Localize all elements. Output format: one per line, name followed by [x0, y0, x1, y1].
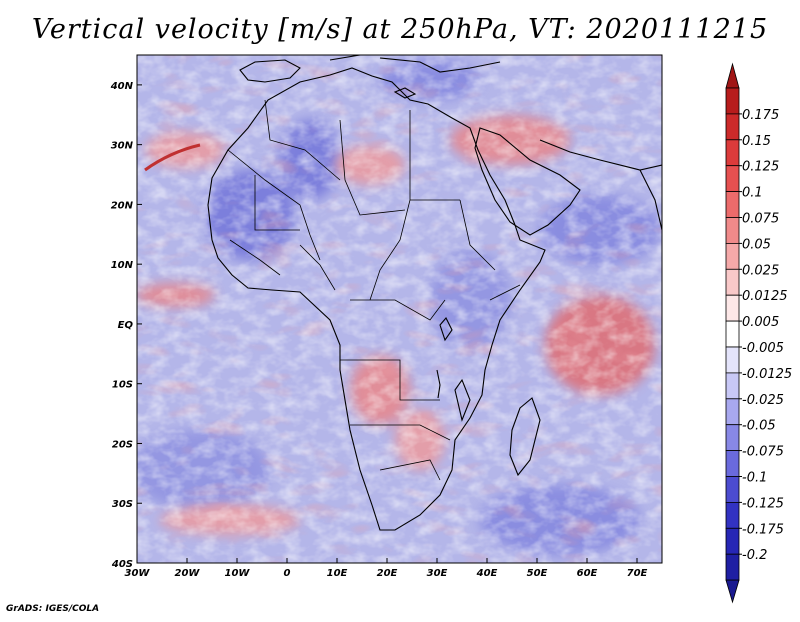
colorbar-segment [725, 113, 740, 141]
colorbar-label: 0.025 [742, 263, 779, 278]
colorbar-label: -0.0125 [742, 367, 792, 382]
lon-tick-label: 10W [225, 568, 251, 579]
colorbar-bottom-arrow [725, 579, 740, 604]
lat-tick-label: 20N [111, 200, 134, 211]
colorbar: 0.175 0.15 0.125 0.1 0.075 0.05 0.025 0.0125 0.0… [725, 62, 792, 604]
colorbar-segment [725, 217, 740, 244]
lat-tick-label: 40N [110, 81, 134, 92]
colorbar-label: 0.05 [742, 237, 771, 252]
lat-tick-label: EQ [118, 320, 134, 331]
coastlines [207, 55, 662, 531]
colorbar-label: 0.0125 [742, 289, 788, 304]
colorbar-label: -0.175 [742, 522, 784, 537]
lat-tick-label: 20S [112, 439, 133, 450]
colorbar-segment [725, 294, 740, 322]
colorbar-label: 0.075 [742, 212, 779, 227]
colorbar-segment [725, 398, 740, 426]
colorbar-segment [725, 527, 740, 555]
colorbar-label: 0.005 [742, 315, 779, 330]
colorbar-label: -0.2 [742, 548, 767, 563]
lat-tick-label: 10S [112, 380, 133, 391]
colorbar-segment [725, 346, 740, 374]
colorbar-segment [725, 242, 740, 270]
colorbar-segment [725, 320, 740, 348]
lon-tick-label: 20E [377, 568, 398, 579]
colorbar-segment [725, 476, 740, 503]
colorbar-label: 0.15 [742, 134, 771, 149]
latitude-axis: 40N 30N 20N 10N EQ 10S 20S 30S 40S [110, 81, 142, 570]
map-frame [136, 54, 663, 564]
colorbar-segment [725, 165, 740, 192]
colorbar-label: -0.1 [742, 471, 767, 486]
colorbar-label: 0.1 [742, 186, 763, 201]
colorbar-segment [725, 139, 740, 167]
colorbar-label: -0.05 [742, 419, 776, 434]
colorbar-top-arrow [725, 62, 740, 89]
colorbar-label: 0.175 [742, 108, 779, 123]
lon-tick-label: 30W [125, 568, 151, 579]
longitude-axis: 30W 20W 10W 0 10E 20E 30E 40E 50E 60E 70E [125, 558, 648, 579]
colorbar-segment [725, 553, 740, 581]
colorbar-label: -0.125 [742, 496, 784, 511]
lat-tick-label: 10N [111, 260, 134, 271]
lat-tick-label: 30N [111, 141, 134, 152]
colorbar-label: -0.005 [742, 341, 784, 356]
colorbar-segment [725, 372, 740, 400]
colorbar-segment [725, 424, 740, 452]
country-borders [227, 99, 521, 481]
lon-tick-label: 30E [427, 568, 448, 579]
colorbar-segment [725, 268, 740, 296]
colorbar-segment [725, 87, 740, 115]
lat-tick-label: 40S [111, 559, 133, 570]
lon-tick-label: 50E [527, 568, 548, 579]
colorbar-segment [725, 501, 740, 529]
velocity-field [137, 55, 662, 563]
lon-tick-label: 60E [577, 568, 598, 579]
lat-tick-label: 30S [112, 499, 133, 510]
colorbar-segment [725, 191, 740, 218]
lon-tick-label: 10E [327, 568, 348, 579]
grads-credit: GrADS: IGES/COLA [6, 604, 100, 614]
lon-tick-label: 40E [476, 568, 498, 579]
map-title: Vertical velocity [m/s] at 250hPa, VT: 2… [31, 14, 769, 45]
lon-tick-label: 0 [284, 568, 291, 579]
colorbar-label: 0.125 [742, 160, 779, 175]
colorbar-label: -0.075 [742, 445, 784, 460]
colorbar-label: -0.025 [742, 393, 784, 408]
colorbar-segment [725, 450, 740, 477]
lon-tick-label: 70E [627, 568, 648, 579]
lon-tick-label: 20W [175, 568, 201, 579]
